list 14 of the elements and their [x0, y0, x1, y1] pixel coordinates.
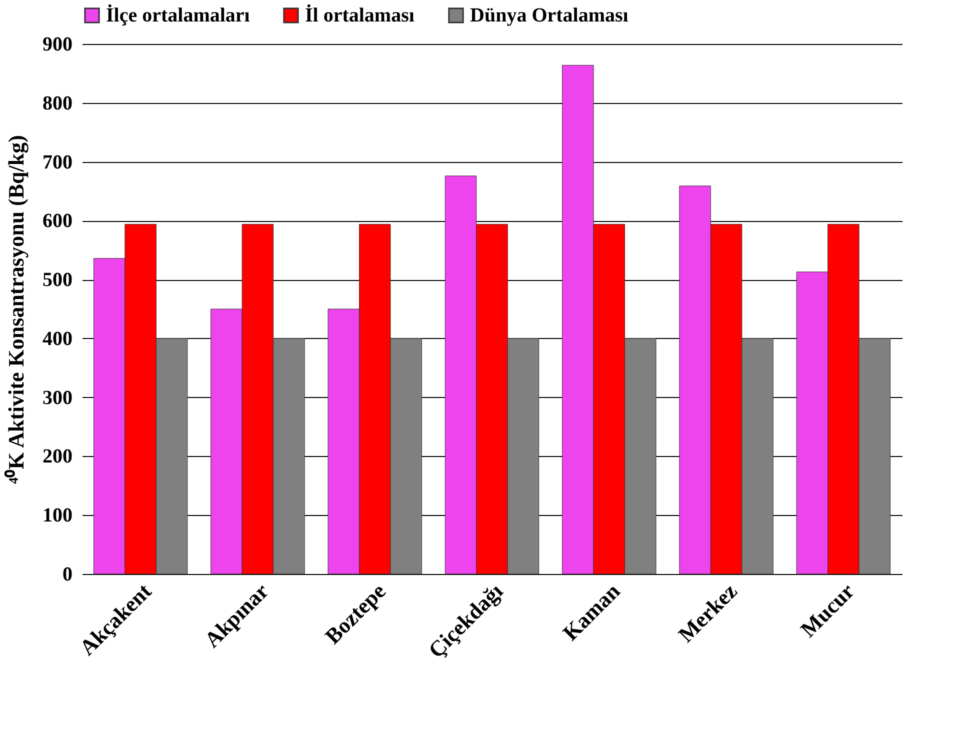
- y-tick-label: 800: [42, 92, 72, 114]
- legend-label: İlçe ortalamaları: [106, 3, 250, 26]
- y-tick-label: 500: [42, 269, 72, 292]
- legend-label: Dünya Ortalaması: [470, 4, 629, 26]
- y-tick-label: 600: [42, 210, 72, 232]
- y-tick-label: 300: [42, 386, 72, 409]
- y-tick-label: 700: [42, 151, 72, 174]
- y-tick-label: 100: [42, 504, 72, 527]
- y-tick-label: 0: [62, 564, 72, 586]
- y-tick-label: 400: [42, 328, 72, 350]
- y-tick-label: 200: [42, 446, 72, 468]
- y-tick-label: 900: [42, 34, 72, 56]
- y-axis-title: ⁴⁰K Aktivite Konsantrasyonu (Bq/kg): [4, 135, 28, 484]
- legend-label: İl ortalaması: [305, 3, 415, 26]
